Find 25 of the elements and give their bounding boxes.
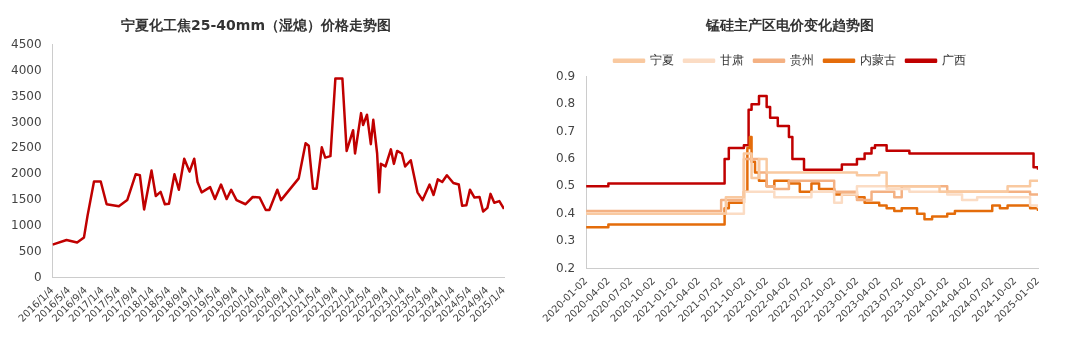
y-tick-label: 0.2 — [556, 260, 576, 275]
y-tick-label: 1500 — [10, 192, 42, 207]
y-tick-label: 0.6 — [556, 151, 576, 166]
y-tick-label: 0.8 — [556, 96, 576, 111]
y-tick-label: 3500 — [10, 88, 42, 103]
y-tick-label: 0.9 — [556, 68, 576, 83]
y-tick-label: 1000 — [10, 218, 42, 233]
legend-label: 贵州 — [790, 52, 814, 67]
y-tick-label: 500 — [18, 244, 42, 258]
y-tick-label: 3000 — [10, 114, 42, 129]
legend-label: 甘肃 — [720, 52, 744, 67]
chart-title: 宁夏化工焦25-40mm（湿熄）价格走势图 — [121, 17, 391, 34]
y-tick-label: 2500 — [10, 140, 42, 155]
y-tick-label: 0.7 — [556, 123, 576, 138]
legend-label: 广西 — [942, 52, 966, 67]
chart-title: 锰硅主产区电价变化趋势图 — [705, 17, 874, 34]
legend-label: 内蒙古 — [860, 52, 896, 67]
y-tick-label: 2000 — [10, 166, 42, 181]
legend-label: 宁夏 — [650, 52, 674, 67]
y-tick-label: 0 — [33, 269, 42, 284]
y-tick-label: 0.5 — [556, 178, 576, 193]
y-tick-label: 4500 — [10, 36, 42, 51]
y-tick-label: 0.3 — [556, 233, 576, 248]
y-tick-label: 0.4 — [556, 205, 576, 220]
y-tick-label: 4000 — [10, 62, 42, 77]
